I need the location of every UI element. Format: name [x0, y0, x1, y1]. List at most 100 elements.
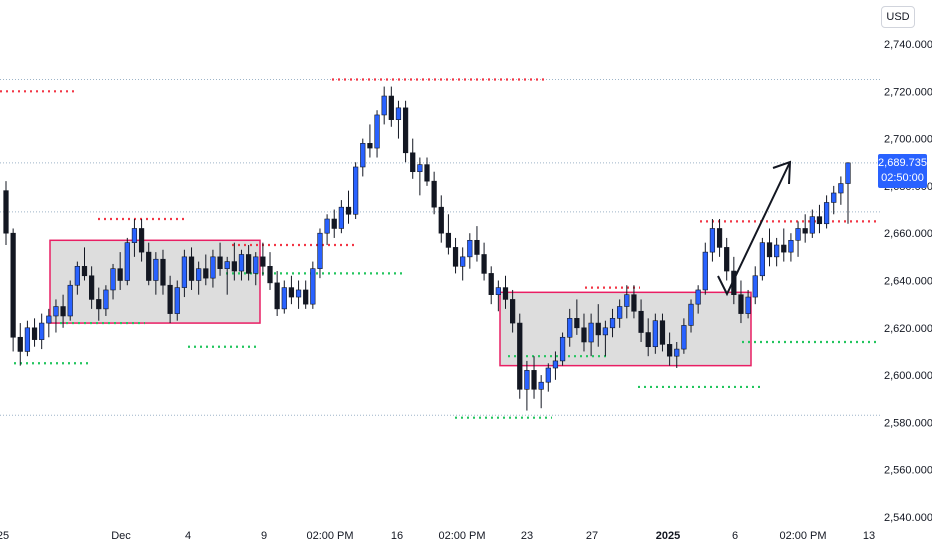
candle[interactable]	[460, 247, 466, 281]
candle[interactable]	[531, 356, 537, 399]
projection-arrow[interactable]	[717, 160, 792, 297]
candle[interactable]	[759, 237, 765, 281]
candle[interactable]	[146, 242, 152, 286]
candle[interactable]	[31, 318, 38, 347]
candle[interactable]	[488, 266, 494, 305]
candle[interactable]	[267, 252, 273, 290]
candle[interactable]	[395, 100, 402, 139]
candle[interactable]	[752, 266, 758, 305]
candle[interactable]	[417, 157, 423, 196]
candle[interactable]	[46, 308, 52, 338]
candle[interactable]	[510, 289, 516, 333]
candle[interactable]	[738, 280, 744, 324]
candle[interactable]	[674, 341, 680, 369]
candle[interactable]	[581, 313, 587, 352]
candle[interactable]	[617, 299, 623, 328]
candle[interactable]	[3, 181, 9, 246]
candle[interactable]	[60, 294, 66, 328]
candle[interactable]	[624, 285, 630, 319]
candle[interactable]	[559, 332, 566, 366]
candle[interactable]	[609, 308, 616, 338]
candle[interactable]	[602, 320, 609, 357]
candle[interactable]	[524, 360, 530, 411]
candle[interactable]	[167, 275, 173, 324]
candle[interactable]	[474, 226, 480, 262]
consolidation-zone[interactable]	[49, 239, 261, 324]
candle[interactable]	[53, 299, 59, 333]
candle[interactable]	[245, 245, 252, 281]
candle[interactable]	[788, 233, 794, 262]
candle[interactable]	[823, 195, 830, 229]
candle[interactable]	[317, 228, 323, 279]
candle[interactable]	[502, 275, 509, 309]
candle[interactable]	[666, 332, 673, 366]
candle[interactable]	[210, 249, 216, 288]
candle[interactable]	[452, 237, 459, 274]
candle[interactable]	[695, 285, 701, 314]
candle[interactable]	[766, 228, 773, 267]
candles-layer[interactable]	[3, 86, 851, 411]
candle[interactable]	[716, 219, 723, 257]
candle[interactable]	[567, 308, 573, 347]
candle[interactable]	[81, 247, 88, 281]
horizontal-levels[interactable]	[0, 78, 880, 419]
candle[interactable]	[774, 237, 780, 267]
candle[interactable]	[360, 138, 366, 177]
candle[interactable]	[353, 162, 359, 220]
candle[interactable]	[153, 252, 159, 295]
candle[interactable]	[374, 110, 380, 158]
candle[interactable]	[795, 221, 801, 257]
candle[interactable]	[638, 299, 644, 342]
candle[interactable]	[574, 299, 580, 335]
candle[interactable]	[188, 247, 195, 290]
candle[interactable]	[702, 242, 708, 295]
candle[interactable]	[424, 157, 430, 186]
candle[interactable]	[224, 256, 230, 295]
candle[interactable]	[24, 320, 31, 357]
candle[interactable]	[517, 313, 523, 399]
candle[interactable]	[467, 233, 473, 269]
candle[interactable]	[217, 242, 223, 276]
candle[interactable]	[595, 304, 601, 347]
candle[interactable]	[110, 263, 116, 300]
candle[interactable]	[338, 200, 344, 234]
candle[interactable]	[545, 363, 551, 392]
candle[interactable]	[274, 271, 280, 316]
candle[interactable]	[588, 313, 594, 357]
candle[interactable]	[816, 204, 823, 234]
time-axis[interactable]: 25 Dec 4 9 02:00 PM 16 02:00 PM 23 27 2025 6 02:00 …	[0, 530, 875, 542]
candle[interactable]	[124, 237, 130, 286]
candle[interactable]	[281, 280, 287, 314]
candle[interactable]	[709, 219, 716, 262]
candle[interactable]	[288, 275, 295, 305]
candle[interactable]	[845, 162, 851, 224]
candle[interactable]	[652, 313, 658, 354]
candle[interactable]	[181, 249, 188, 298]
candle[interactable]	[324, 214, 330, 246]
candle[interactable]	[631, 285, 637, 319]
candle[interactable]	[445, 214, 452, 255]
candle[interactable]	[781, 228, 787, 262]
candle[interactable]	[495, 280, 501, 312]
candle[interactable]	[331, 209, 337, 238]
candle[interactable]	[410, 138, 416, 179]
candle[interactable]	[681, 318, 687, 354]
candle[interactable]	[238, 249, 245, 281]
candle[interactable]	[388, 86, 394, 127]
candle[interactable]	[117, 252, 123, 290]
candle[interactable]	[381, 86, 387, 125]
price-axis[interactable]: 2,740.0002,720.0002,700.0002,680.0002,66…	[884, 39, 932, 524]
candle[interactable]	[310, 261, 316, 309]
candle[interactable]	[659, 313, 666, 352]
candle[interactable]	[96, 287, 102, 321]
candle[interactable]	[438, 195, 444, 243]
candle[interactable]	[174, 280, 180, 321]
candle[interactable]	[231, 242, 237, 281]
candle[interactable]	[39, 313, 45, 350]
candle[interactable]	[481, 242, 487, 281]
candle[interactable]	[345, 190, 352, 224]
candle[interactable]	[260, 242, 266, 276]
candle[interactable]	[74, 261, 80, 295]
candle[interactable]	[67, 280, 73, 321]
